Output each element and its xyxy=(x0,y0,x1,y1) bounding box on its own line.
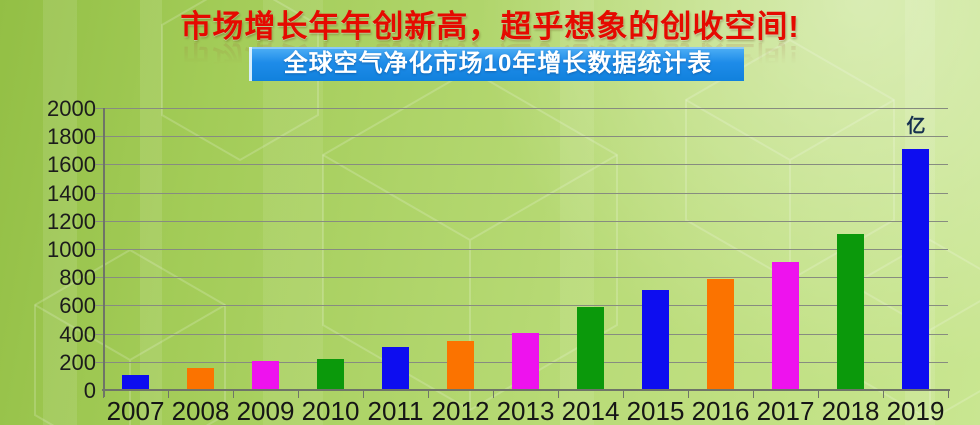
x-tick xyxy=(298,391,299,398)
y-tick-label: 600 xyxy=(59,293,96,319)
y-tick-label: 1000 xyxy=(47,237,96,262)
bar-2017 xyxy=(772,262,799,389)
bar-2010 xyxy=(317,359,344,389)
y-axis-labels: 0 200 400 600 800 1000 1200 1400 1600 1800 2000 xyxy=(0,96,96,403)
x-tick-label: 2019 xyxy=(886,396,945,425)
y-tick-label: 1400 xyxy=(47,180,96,206)
gridline xyxy=(95,164,948,166)
x-tick xyxy=(103,391,104,398)
bar-2015 xyxy=(642,290,669,389)
gridline xyxy=(95,249,948,250)
x-tick xyxy=(688,391,689,398)
x-tick xyxy=(623,391,624,398)
x-tick-label: 2015 xyxy=(626,396,685,425)
bar-2013 xyxy=(512,332,539,389)
x-tick xyxy=(233,391,234,398)
bar-2008 xyxy=(187,367,214,389)
x-axis-labels: 2007 2008 2009 2010 2011 2012 2013 2014 2015 2016… xyxy=(103,396,948,425)
gridline xyxy=(95,136,948,138)
bar-2014 xyxy=(577,307,604,389)
unit-label: 亿 xyxy=(906,116,926,137)
x-axis-line xyxy=(102,389,950,391)
bar-2011 xyxy=(382,346,409,389)
x-tick xyxy=(753,391,754,398)
gridline xyxy=(95,108,948,109)
chart-title-banner: 全球空气净化市场10年增长数据统计表 xyxy=(249,47,744,81)
x-tick-label: 2016 xyxy=(691,396,750,425)
bar-2019 xyxy=(902,149,929,389)
y-tick-label: 800 xyxy=(59,265,96,291)
y-tick-label: 400 xyxy=(59,321,96,347)
x-tick-label: 2014 xyxy=(561,396,620,425)
x-tick-label: 2009 xyxy=(236,396,295,425)
page-title: 市场增长年年创新高，超乎想象的创收空间! xyxy=(180,9,800,44)
x-tick-label: 2017 xyxy=(756,396,815,425)
y-tick-label: 1600 xyxy=(47,152,96,178)
gridline xyxy=(95,305,948,307)
x-tick xyxy=(818,391,819,398)
gridline xyxy=(95,220,948,222)
gridline xyxy=(95,192,948,194)
bar-2009 xyxy=(252,360,279,389)
x-tick xyxy=(883,391,884,398)
x-tick-label: 2012 xyxy=(431,396,490,425)
x-tick-label: 2018 xyxy=(821,396,880,425)
x-tick-label: 2008 xyxy=(171,396,230,425)
y-axis-line xyxy=(103,108,105,397)
y-tick-label: 1200 xyxy=(47,208,96,234)
bar-2007 xyxy=(122,374,149,389)
y-tick-label: 2000 xyxy=(47,96,96,121)
x-tick xyxy=(363,391,364,398)
x-tick-label: 2013 xyxy=(496,396,555,425)
x-tick xyxy=(428,391,429,398)
bar-2012 xyxy=(447,341,474,389)
x-tick-label: 2011 xyxy=(367,396,424,425)
x-tick xyxy=(948,391,949,398)
y-tick-label: 200 xyxy=(59,349,96,375)
gridline xyxy=(95,277,948,279)
plot-area: 亿 xyxy=(95,108,950,398)
x-tick xyxy=(493,391,494,398)
y-tick-label: 0 xyxy=(83,378,96,403)
bar-2016 xyxy=(707,279,734,389)
x-tick-label: 2010 xyxy=(301,396,360,425)
x-tick-label: 2007 xyxy=(106,396,165,425)
bar-2018 xyxy=(837,233,864,389)
x-tick xyxy=(168,391,169,398)
y-tick-label: 1800 xyxy=(47,124,96,150)
x-tick xyxy=(558,391,559,398)
